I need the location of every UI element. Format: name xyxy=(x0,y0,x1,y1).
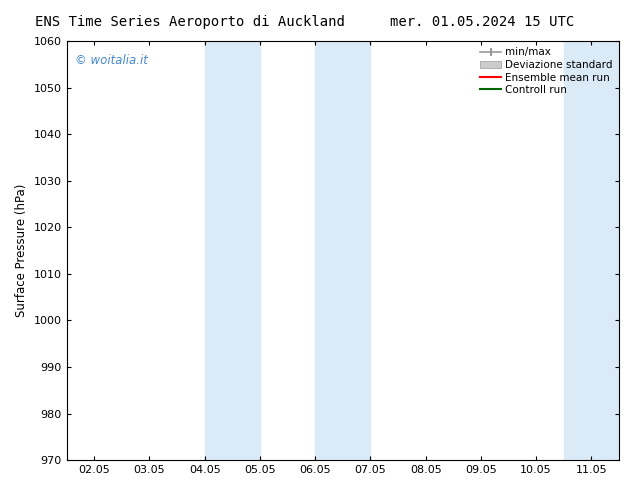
Text: © woitalia.it: © woitalia.it xyxy=(75,53,148,67)
Legend: min/max, Deviazione standard, Ensemble mean run, Controll run: min/max, Deviazione standard, Ensemble m… xyxy=(476,43,617,99)
Y-axis label: Surface Pressure (hPa): Surface Pressure (hPa) xyxy=(15,184,28,318)
Text: ENS Time Series Aeroporto di Auckland: ENS Time Series Aeroporto di Auckland xyxy=(36,15,345,29)
Text: mer. 01.05.2024 15 UTC: mer. 01.05.2024 15 UTC xyxy=(390,15,574,29)
Bar xyxy=(564,41,619,460)
Bar xyxy=(315,41,370,460)
Bar xyxy=(205,41,260,460)
